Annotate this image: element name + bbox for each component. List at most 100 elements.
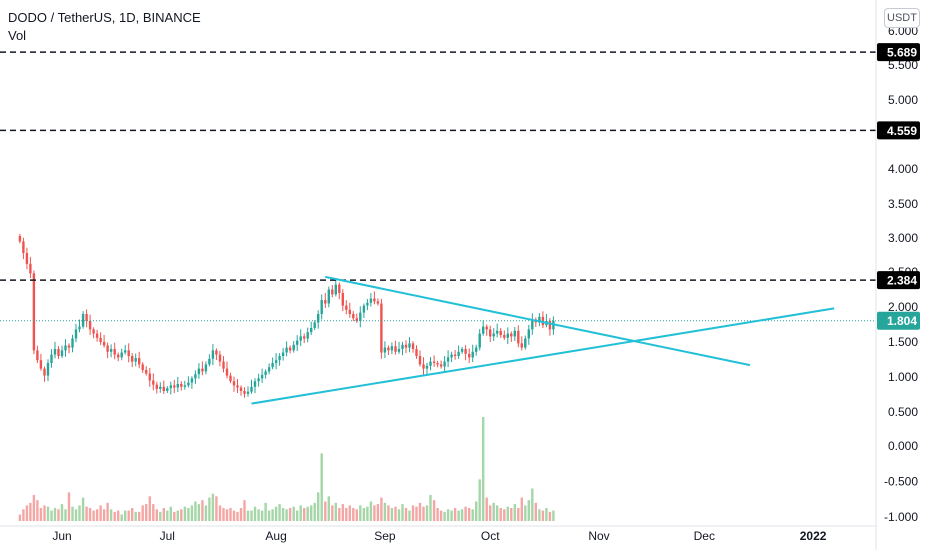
- volume-bar: [53, 508, 57, 521]
- candle-body: [404, 344, 408, 348]
- candle-body: [376, 301, 380, 304]
- volume-bar: [499, 508, 502, 521]
- volume-bar: [524, 505, 527, 521]
- volume-bar: [352, 508, 355, 521]
- candle-body: [232, 381, 236, 386]
- volume-bar: [36, 500, 39, 521]
- volume-bar: [369, 501, 373, 521]
- level-tag-4.559-bg: [877, 121, 920, 140]
- candle-body: [127, 350, 130, 356]
- candle-body: [383, 347, 387, 353]
- candle-body: [138, 358, 141, 365]
- volume-bar: [510, 508, 513, 521]
- candle-body: [292, 344, 295, 351]
- volume-bar: [401, 504, 404, 521]
- volume-bar: [92, 510, 95, 521]
- volume-bar: [464, 506, 467, 521]
- candle-body: [460, 349, 464, 352]
- candle-body: [478, 333, 481, 348]
- candle-body: [239, 387, 243, 391]
- candle-body: [503, 335, 506, 338]
- candle-body: [387, 347, 390, 351]
- candle-body: [39, 360, 43, 369]
- candle-body: [211, 350, 215, 359]
- volume-bar: [271, 509, 274, 521]
- volume-bar: [394, 506, 397, 521]
- volume-bar: [46, 506, 50, 521]
- volume-bar: [475, 501, 478, 521]
- candle-body: [159, 386, 162, 389]
- volume-bar: [310, 505, 313, 521]
- candle-body: [166, 388, 169, 391]
- volume-bar: [341, 504, 344, 521]
- candle-body: [208, 358, 211, 365]
- price-tick-label: 4.000: [888, 162, 918, 176]
- candle-body: [81, 314, 85, 327]
- symbol-title[interactable]: DODO / TetherUS, 1D, BINANCE: [8, 10, 201, 25]
- volume-bar: [74, 509, 78, 521]
- candles: [18, 233, 555, 398]
- last-price-tag-text: 1.804: [887, 314, 917, 328]
- trendline-support[interactable]: [251, 307, 835, 405]
- candle-body: [71, 338, 74, 348]
- volume-bar: [390, 508, 394, 521]
- volume-bar: [117, 510, 120, 521]
- candle-body: [250, 386, 253, 392]
- candle-body: [288, 347, 292, 351]
- volume-bar: [257, 509, 260, 521]
- volume-bar: [88, 508, 92, 521]
- price-tags: 5.689 4.559 2.384 1.804: [877, 43, 920, 330]
- volume-bar: [306, 506, 309, 521]
- volume-bar: [22, 509, 25, 521]
- volume-bar: [331, 505, 334, 521]
- candle-body: [190, 378, 194, 383]
- volume-bar: [397, 509, 401, 521]
- trendline-resistance[interactable]: [325, 275, 751, 367]
- volume-bar: [18, 514, 22, 521]
- candle-body: [92, 329, 95, 334]
- candle-body: [152, 380, 155, 385]
- volume-bar: [152, 504, 155, 521]
- candle-body: [117, 354, 120, 358]
- volume-indicator-label[interactable]: Vol: [8, 28, 27, 43]
- candle-body: [415, 349, 418, 356]
- candle-body: [380, 303, 383, 353]
- candle-body: [524, 338, 527, 348]
- candle-body: [67, 345, 71, 348]
- volume-bar: [145, 504, 148, 521]
- volume-bar: [338, 508, 341, 521]
- price-tick-label: 0.000: [888, 439, 918, 453]
- volume-bar: [43, 505, 46, 521]
- candle-body: [187, 382, 190, 386]
- currency-button[interactable]: USDT: [884, 8, 920, 28]
- candle-body: [492, 333, 495, 337]
- candle-body: [506, 333, 509, 338]
- volume-bar: [527, 500, 530, 521]
- volume-bar: [222, 508, 225, 521]
- volume-bar: [211, 493, 215, 521]
- volume-bar: [95, 509, 99, 521]
- trendlines[interactable]: [251, 275, 835, 405]
- volume-bar: [243, 500, 246, 521]
- candle-body: [134, 358, 137, 362]
- candle-body: [397, 349, 401, 352]
- volume-bar: [492, 502, 495, 521]
- candle-body: [201, 368, 204, 372]
- candle-body: [471, 351, 474, 358]
- candle-body: [253, 381, 257, 387]
- price-tick-label: 2.000: [888, 300, 918, 314]
- candle-body: [267, 367, 271, 372]
- volume-bar: [120, 514, 123, 521]
- volume-bar: [296, 510, 299, 521]
- candle-body: [538, 316, 541, 323]
- volume-bar: [404, 508, 408, 521]
- candle-body: [99, 337, 102, 342]
- candle-body: [124, 350, 127, 353]
- volume-bar: [281, 508, 285, 521]
- volume-bar: [482, 417, 485, 521]
- chart-legend: DODO / TetherUS, 1D, BINANCE Vol: [8, 9, 201, 45]
- volume-bar: [531, 488, 534, 521]
- volume-bar: [204, 505, 208, 521]
- candle-body: [22, 241, 25, 253]
